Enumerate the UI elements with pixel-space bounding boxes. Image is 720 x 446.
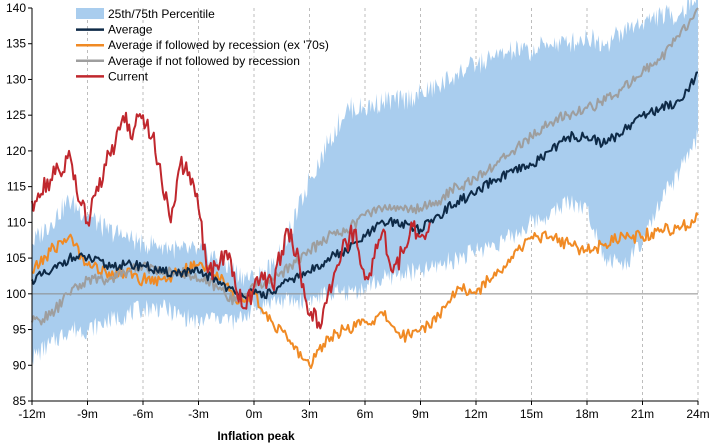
x-tick-label: 15m bbox=[520, 407, 543, 421]
x-tick-label: -12m bbox=[18, 407, 45, 421]
x-tick-label: 12m bbox=[464, 407, 487, 421]
x-tick-label: 3m bbox=[301, 407, 318, 421]
legend-label: Current bbox=[108, 69, 149, 83]
y-tick-label: 125 bbox=[6, 108, 26, 122]
legend-label: 25th/75th Percentile bbox=[108, 7, 215, 21]
y-tick-label: 100 bbox=[6, 287, 26, 301]
x-tick-label: -3m bbox=[188, 407, 209, 421]
y-tick-label: 85 bbox=[13, 394, 27, 408]
y-tick-label: 135 bbox=[6, 37, 26, 51]
x-tick-label: -6m bbox=[133, 407, 154, 421]
legend-label: Average bbox=[108, 23, 153, 37]
y-tick-label: 130 bbox=[6, 72, 26, 86]
legend-swatch-band bbox=[76, 8, 104, 19]
y-tick-label: 105 bbox=[6, 251, 26, 265]
x-tick-label: 9m bbox=[412, 407, 429, 421]
percentile-band-layer bbox=[32, 0, 698, 366]
y-tick-label: 115 bbox=[7, 180, 26, 194]
x-tick-label: 0m bbox=[246, 407, 263, 421]
series-layer bbox=[31, 7, 699, 369]
x-tick-label: 24m bbox=[686, 407, 709, 421]
x-axis-label: Inflation peak bbox=[217, 429, 295, 443]
x-tick-label: -9m bbox=[77, 407, 98, 421]
axes-layer: 85 90 95 100 105 110 115 120 125 130 135 140 -12m -9m… bbox=[6, 1, 710, 421]
series-line-average-if-followed-by-recession-ex-70s bbox=[31, 212, 699, 369]
y-tick-label: 90 bbox=[13, 358, 27, 372]
series-line-current bbox=[31, 111, 431, 330]
legend-label: Average if followed by recession (ex '70… bbox=[108, 38, 329, 52]
y-tick-label: 95 bbox=[13, 323, 27, 337]
y-tick-label: 110 bbox=[7, 215, 26, 229]
legend-label: Average if not followed by recession bbox=[108, 54, 300, 68]
series-line-average bbox=[31, 71, 699, 300]
x-tick-label: 18m bbox=[575, 407, 598, 421]
percentile-band bbox=[32, 0, 698, 366]
y-tick-label: 120 bbox=[6, 144, 26, 158]
x-tick-label: 6m bbox=[357, 407, 374, 421]
x-tick-label: 21m bbox=[631, 407, 654, 421]
y-tick-label: 140 bbox=[6, 1, 26, 15]
